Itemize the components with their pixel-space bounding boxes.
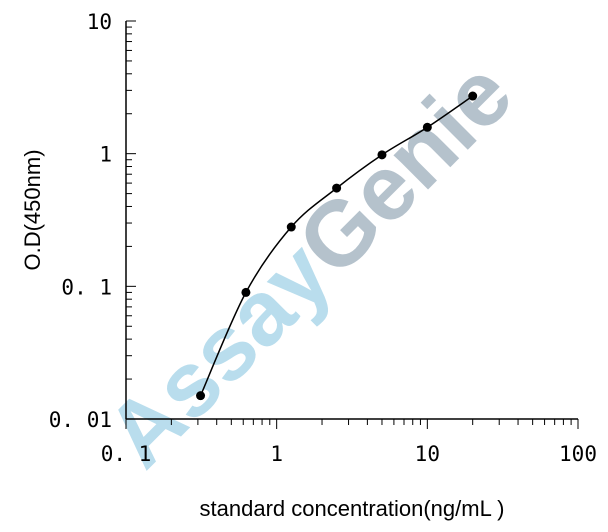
x-tick-label: 100 [559, 442, 597, 466]
y-tick-label: 1 [99, 143, 112, 167]
y-tick-label: 0. 1 [61, 275, 112, 299]
y-tick-label: 0. 01 [49, 408, 112, 432]
watermark: AssayGenie [87, 42, 532, 487]
svg-text:AssayGenie: AssayGenie [87, 42, 532, 487]
y-tick-label: 10 [87, 10, 112, 34]
data-point [377, 150, 387, 160]
x-tick-label: 1 [270, 442, 283, 466]
data-point [468, 91, 478, 101]
data-point [196, 391, 206, 401]
data-point [286, 222, 296, 232]
data-point [422, 122, 432, 132]
y-axis-title: O.D(450nm) [20, 149, 45, 270]
x-tick-label: 10 [415, 442, 440, 466]
data-point [241, 287, 251, 297]
x-tick-label: 0. 1 [101, 442, 152, 466]
axes: 0. 1 1 10 100 0. 01 0. 1 1 10 [49, 10, 597, 466]
x-axis-title: standard concentration(ng/mL ) [200, 496, 505, 521]
watermark-part-2: Genie [279, 42, 532, 295]
series-layer [196, 91, 478, 401]
data-point [332, 183, 342, 193]
